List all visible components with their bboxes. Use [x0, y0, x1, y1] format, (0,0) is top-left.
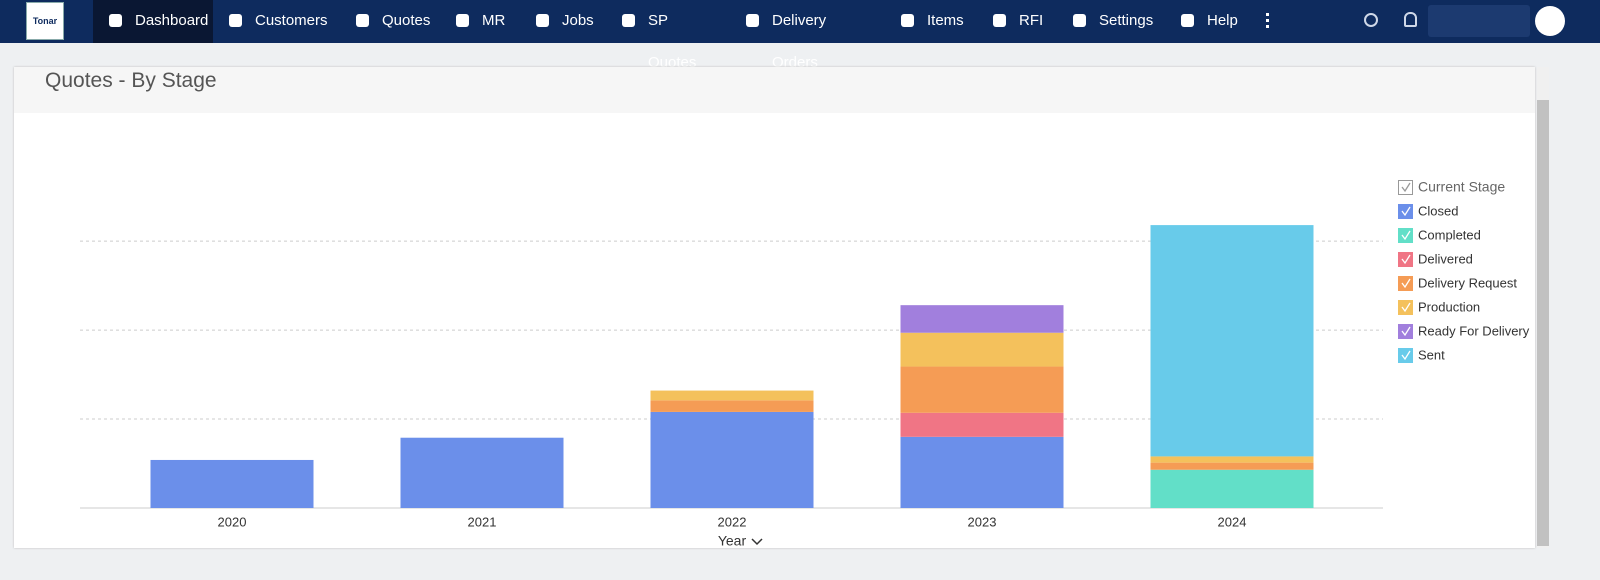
nav-item[interactable]: Delivery Orders [730, 0, 875, 71]
nav-label: Jobs [562, 12, 594, 29]
nav-icon [993, 14, 1006, 27]
check-icon [1401, 230, 1411, 241]
nav-label: Items [927, 12, 964, 29]
nav-item[interactable]: RFI [977, 0, 1047, 43]
nav-label: Delivery Orders [772, 12, 827, 71]
bar-segment[interactable] [650, 390, 814, 401]
more-icon[interactable] [1266, 13, 1269, 28]
legend-swatch[interactable] [1398, 204, 1413, 219]
nav-icon [622, 14, 635, 27]
legend-label[interactable]: Completed [1418, 227, 1481, 242]
nav-icon [1073, 14, 1086, 27]
scroll-thumb[interactable] [1537, 100, 1549, 546]
bar-segment[interactable] [150, 459, 314, 508]
nav-bar: Tonar Dashboard Customers Quotes MR Jobs SP Q… [0, 0, 1600, 71]
nav-item[interactable]: Items [885, 0, 967, 43]
x-axis-label: Year [718, 533, 747, 549]
legend-swatch[interactable] [1398, 252, 1413, 267]
bar-segment[interactable] [900, 305, 1064, 333]
nav-label: SP Quotes [648, 12, 697, 71]
nav-label: Quotes [382, 12, 431, 29]
bar-segment[interactable] [900, 436, 1064, 508]
check-icon [1401, 326, 1411, 337]
nav-item[interactable]: Settings [1057, 0, 1157, 43]
x-tick-label: 2022 [718, 514, 747, 529]
nav-label: MR [482, 12, 506, 29]
card-header: Quotes - By Stage [14, 67, 1535, 113]
user-name-box[interactable] [1428, 5, 1530, 37]
nav-item[interactable]: MR [440, 0, 510, 43]
bar-segment[interactable] [900, 412, 1064, 437]
help-icon[interactable] [1364, 13, 1378, 27]
legend-label[interactable]: Closed [1418, 203, 1458, 218]
check-icon [1401, 302, 1411, 313]
nav-label: RFI [1019, 12, 1044, 29]
legend-label[interactable]: Production [1418, 299, 1480, 314]
x-tick-label: 2021 [468, 514, 497, 529]
nav-label: Dashboard [135, 12, 209, 29]
legend-title-checkbox[interactable] [1398, 180, 1413, 195]
legend-swatch[interactable] [1398, 276, 1413, 291]
x-tick-label: 2020 [218, 514, 247, 529]
logo[interactable]: Tonar [26, 2, 64, 40]
bell-icon[interactable] [1404, 12, 1417, 27]
legend-label[interactable]: Ready For Delivery [1418, 323, 1530, 338]
bar-segment[interactable] [1150, 469, 1314, 508]
x-tick-label: 2023 [968, 514, 997, 529]
nav-icon [456, 14, 469, 27]
nav-item[interactable]: Help [1165, 0, 1245, 43]
bar-segment[interactable] [650, 411, 814, 508]
avatar[interactable] [1535, 6, 1565, 36]
legend-swatch[interactable] [1398, 228, 1413, 243]
bar-segment[interactable] [1150, 456, 1314, 463]
legend-label[interactable]: Delivered [1418, 251, 1473, 266]
nav-item[interactable]: Dashboard [93, 0, 213, 43]
bar-segment[interactable] [900, 366, 1064, 413]
nav-item[interactable]: Customers [213, 0, 330, 43]
check-icon [1401, 278, 1411, 289]
bar-segment[interactable] [1150, 462, 1314, 470]
legend-label[interactable]: Delivery Request [1418, 275, 1517, 290]
legend-swatch[interactable] [1398, 348, 1413, 363]
nav-icon [1181, 14, 1194, 27]
nav-icon [229, 14, 242, 27]
nav-label: Customers [255, 12, 328, 29]
axis-dropdown-icon[interactable] [751, 538, 763, 546]
nav-item[interactable]: Jobs [520, 0, 596, 43]
nav-icon [901, 14, 914, 27]
check-icon [1401, 254, 1411, 265]
legend-label[interactable]: Sent [1418, 347, 1445, 362]
nav-icon [356, 14, 369, 27]
legend-swatch[interactable] [1398, 300, 1413, 315]
bar-segment[interactable] [400, 437, 564, 508]
bar-segment[interactable] [1150, 225, 1314, 457]
nav-icon [746, 14, 759, 27]
legend-swatch[interactable] [1398, 324, 1413, 339]
nav-label: Settings [1099, 12, 1154, 29]
nav-icon [536, 14, 549, 27]
check-icon [1401, 182, 1411, 193]
nav-icon [109, 14, 122, 27]
check-icon [1401, 350, 1411, 361]
bar-segment[interactable] [900, 332, 1064, 367]
bar-segment[interactable] [650, 400, 814, 412]
check-icon [1401, 206, 1411, 217]
legend-title: Current Stage [1418, 179, 1505, 195]
x-tick-label: 2024 [1218, 514, 1247, 529]
nav-label: Help [1207, 12, 1238, 29]
chart-title: Quotes - By Stage [45, 69, 217, 92]
nav-item[interactable]: Quotes [340, 0, 430, 43]
nav-item[interactable]: SP Quotes [606, 0, 718, 71]
